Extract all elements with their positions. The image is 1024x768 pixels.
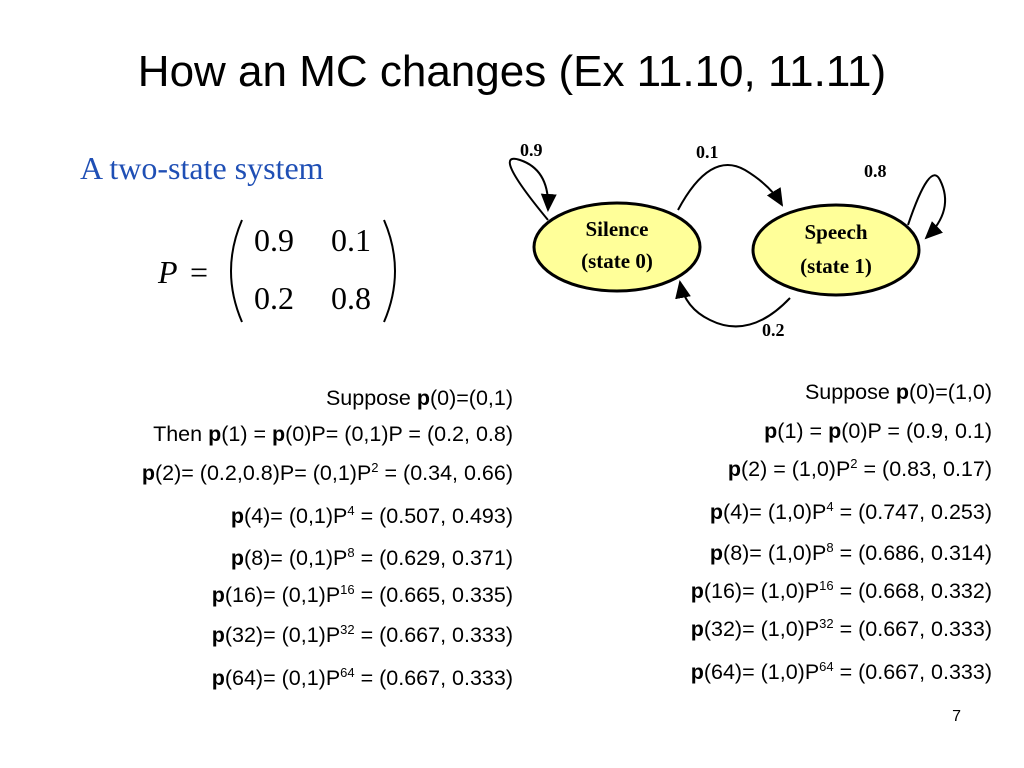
matrix-cell-11: 0.8 [331, 280, 371, 316]
matrix-equals: = [190, 254, 209, 290]
self-loop-0-arrow [508, 157, 557, 221]
left-line-6: p(32)= (0,1)P32 = (0.667, 0.333) [211, 622, 513, 647]
right-line-4: p(8)= (1,0)P8 = (0.686, 0.314) [709, 540, 992, 565]
left-line-2: p(2)= (0.2,0.8)P= (0,1)P2 = (0.34, 0.66) [141, 460, 513, 485]
left-line-4: p(8)= (0,1)P8 = (0.629, 0.371) [230, 545, 513, 570]
matrix-cell-00: 0.9 [254, 222, 294, 258]
state-1-sublabel: (state 1) [800, 254, 872, 278]
left-header: Suppose p(0)=(0,1) [325, 386, 513, 410]
state-0-sublabel: (state 0) [581, 249, 653, 273]
state-0-label: Silence [586, 217, 649, 241]
left-line-3: p(4)= (0,1)P4 = (0.507, 0.493) [230, 503, 513, 528]
state-1-label: Speech [805, 220, 868, 244]
self-loop-1-arrow [907, 174, 947, 240]
matrix-symbol: P [158, 254, 178, 290]
slide-title: How an MC changes (Ex 11.10, 11.11) [137, 47, 887, 96]
arc-1-to-0-probability: 0.2 [762, 320, 785, 340]
matrix-cell-01: 0.1 [331, 222, 371, 258]
page-number: 7 [952, 708, 961, 725]
self-loop-1-probability: 0.8 [864, 161, 887, 181]
right-line-1: p(1) = p(0)P = (0.9, 0.1) [764, 419, 992, 443]
state-diagram: Silence (state 0) Speech (state 1) 0.9 0… [508, 140, 947, 340]
right-header: Suppose p(0)=(1,0) [804, 380, 992, 404]
arc-0-to-1-probability: 0.1 [696, 142, 719, 162]
right-line-2: p(2) = (1,0)P2 = (0.83, 0.17) [727, 456, 992, 481]
left-line-1: Then p(1) = p(0)P= (0,1)P = (0.2, 0.8) [153, 422, 513, 446]
arc-0-to-1-arrow [677, 164, 784, 211]
right-line-5: p(16)= (1,0)P16 = (0.668, 0.332) [690, 578, 992, 603]
right-column: Suppose p(0)=(1,0) p(1) = p(0)P = (0.9, … [520, 378, 992, 698]
right-line-7: p(64)= (1,0)P64 = (0.667, 0.333) [690, 659, 992, 684]
state-1-node [751, 203, 921, 297]
transition-matrix: P = 0.9 0.1 0.2 0.8 [158, 216, 398, 326]
slide-subtitle: A two-state system [80, 150, 324, 186]
right-line-6: p(32)= (1,0)P32 = (0.667, 0.333) [690, 616, 992, 641]
self-loop-0-probability: 0.9 [520, 140, 543, 160]
arc-1-to-0-arrow [675, 280, 791, 328]
matrix-cell-10: 0.2 [254, 280, 294, 316]
left-column: Suppose p(0)=(0,1) Then p(1) = p(0)P= (0… [10, 384, 513, 704]
matrix-brackets [230, 219, 396, 323]
right-line-3: p(4)= (1,0)P4 = (0.747, 0.253) [709, 499, 992, 524]
left-line-7: p(64)= (0,1)P64 = (0.667, 0.333) [211, 665, 513, 690]
left-line-5: p(16)= (0,1)P16 = (0.665, 0.335) [211, 582, 513, 607]
state-0-node [532, 201, 702, 293]
